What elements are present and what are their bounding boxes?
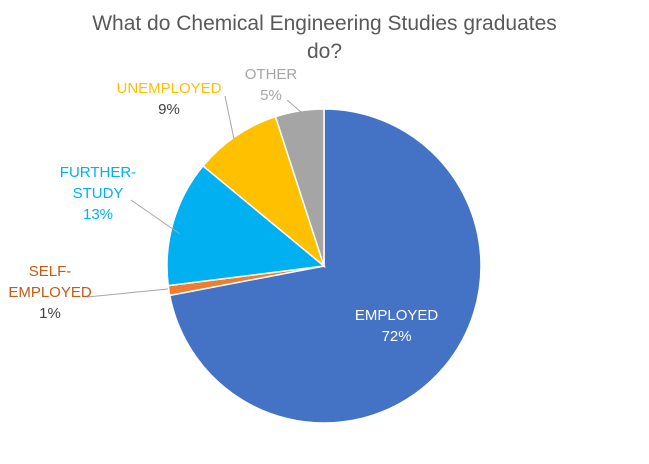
data-label-employed: EMPLOYED 72%	[332, 305, 462, 347]
pie-slice-further-study	[166, 164, 326, 287]
data-label-further-study: FURTHER- STUDY 13%	[43, 162, 153, 225]
pie-slice-unemployed	[201, 115, 326, 269]
pie-slice-employed	[168, 108, 482, 424]
data-label-self-employed: SELF- EMPLOYED 1%	[0, 261, 105, 324]
leader-line-unemployed	[224, 95, 235, 140]
category-label-unemployed: UNEMPLOYED	[116, 80, 222, 97]
leader-line-further-study	[130, 199, 181, 235]
value-label-further-study: 13%	[82, 205, 114, 223]
value-label-self-employed: 1%	[39, 304, 61, 322]
value-label-employed: 72%	[381, 328, 412, 346]
category-label-employed: EMPLOYED	[354, 307, 439, 325]
chart-title-line-1: What do Chemical Engineering Studies gra…	[92, 12, 557, 35]
category-label-other: OTHER	[244, 66, 298, 83]
value-label-unemployed: 9%	[158, 101, 180, 118]
chart-title: What do Chemical Engineering Studies gra…	[0, 10, 649, 66]
leader-line-other	[286, 99, 302, 113]
category-label-self-employed-line-1: SELF-	[28, 262, 72, 280]
data-label-unemployed: UNEMPLOYED 9%	[104, 78, 234, 120]
chart-title-line-2: do?	[306, 40, 343, 63]
category-label-further-study-line-2: STUDY	[72, 184, 124, 202]
data-label-other: OTHER 5%	[231, 64, 311, 106]
value-label-other: 5%	[260, 87, 282, 104]
category-label-further-study-line-1: FURTHER-	[59, 163, 137, 181]
leader-line-self-employed	[86, 288, 169, 298]
category-label-self-employed-line-2: EMPLOYED	[8, 283, 92, 301]
